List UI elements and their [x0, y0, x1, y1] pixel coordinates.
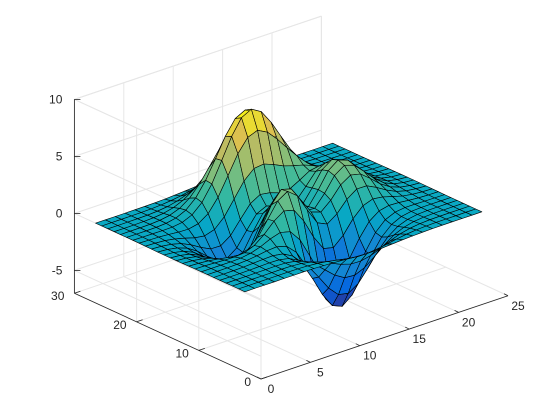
x-axis-ticks: 0 5 10 15 20 25: [256, 293, 525, 396]
surface-mesh: [95, 108, 483, 307]
x-tick-mark: [454, 310, 459, 313]
y-tick-mark: [74, 290, 81, 294]
x-tick-label: 10: [363, 349, 377, 363]
surface-face: [465, 208, 483, 216]
y-tick-label: 20: [113, 318, 127, 332]
x-axis-line: [260, 295, 509, 380]
z-tick-label: 10: [49, 92, 63, 106]
grid-line-y-floor: [198, 266, 446, 351]
x-tick-label: 15: [413, 332, 427, 346]
x-tick-mark: [355, 343, 360, 347]
z-tick-label: 0: [56, 206, 63, 220]
x-tick-mark: [405, 326, 410, 330]
y-tick-label: 30: [51, 289, 65, 303]
y-tick-mark: [198, 348, 205, 351]
x-tick-label: 25: [511, 299, 525, 313]
axis-lines: [74, 99, 509, 380]
y-tick-label: 10: [175, 346, 189, 360]
grid-line-z-sidewall: [74, 269, 262, 357]
x-tick-label: 0: [268, 382, 275, 396]
x-tick-mark: [256, 376, 262, 380]
grid-line-x-floor: [172, 259, 361, 347]
grid-line-z-backwall: [74, 72, 322, 157]
y-axis-line: [74, 292, 262, 380]
x-tick-mark: [503, 293, 509, 297]
y-tick-label: 0: [244, 375, 251, 389]
z-tick-label: -5: [52, 263, 63, 277]
axes-box: [74, 209, 509, 379]
y-axis-ticks: 0 10 20 30: [51, 289, 268, 389]
z-tick-label: 5: [56, 149, 63, 163]
grid-line-x-floor: [123, 276, 311, 363]
y-tick-mark: [260, 376, 268, 380]
floor-pane: [74, 209, 509, 379]
box-top-edge: [74, 15, 322, 100]
y-tick-mark: [136, 319, 143, 323]
z-axis-ticks: -5 0 5 10: [49, 92, 81, 277]
x-tick-label: 20: [462, 315, 476, 329]
x-tick-mark: [306, 359, 311, 363]
x-tick-label: 5: [317, 365, 324, 379]
